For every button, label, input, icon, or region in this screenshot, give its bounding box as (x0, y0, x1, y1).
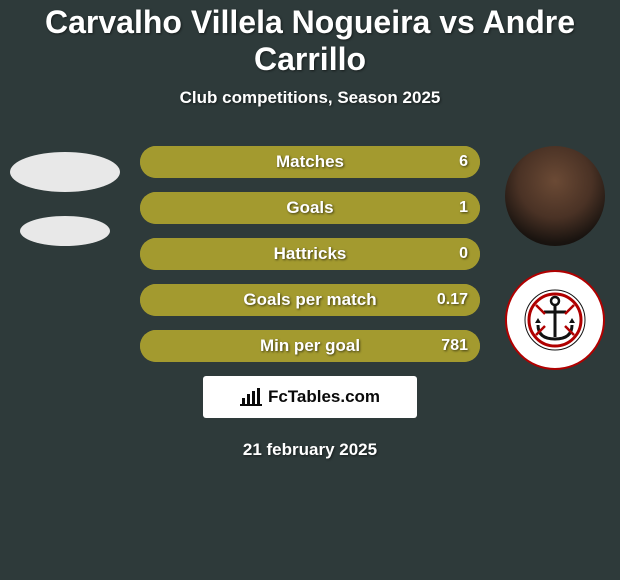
bar-label: Goals per match (243, 290, 376, 310)
left-player-avatar (10, 152, 120, 192)
chart-icon (240, 388, 262, 406)
watermark: FcTables.com (203, 376, 417, 418)
bar-value-right: 6 (459, 153, 468, 171)
stat-row: Goals 1 (140, 192, 480, 224)
page-title: Carvalho Villela Nogueira vs Andre Carri… (0, 0, 620, 78)
comparison-card: Carvalho Villela Nogueira vs Andre Carri… (0, 0, 620, 580)
date: 21 february 2025 (0, 440, 620, 460)
right-player-club-logo (505, 270, 605, 370)
stat-row: Goals per match 0.17 (140, 284, 480, 316)
anchor-icon (520, 285, 590, 355)
stats-area: Matches 6 Goals 1 Hattricks 0 Goals per match 0… (0, 146, 620, 362)
bar-label: Goals (286, 198, 333, 218)
stat-bars: Matches 6 Goals 1 Hattricks 0 Goals per match 0… (140, 146, 480, 362)
right-player-column (490, 146, 620, 394)
bar-value-right: 0.17 (437, 291, 468, 309)
bar-value-right: 0 (459, 245, 468, 263)
bar-label: Min per goal (260, 336, 360, 356)
stat-row: Matches 6 (140, 146, 480, 178)
stat-row: Min per goal 781 (140, 330, 480, 362)
right-player-avatar (505, 146, 605, 246)
left-player-club-logo (20, 216, 110, 246)
bar-value-right: 1 (459, 199, 468, 217)
subtitle: Club competitions, Season 2025 (0, 88, 620, 108)
left-player-column (0, 146, 130, 270)
stat-row: Hattricks 0 (140, 238, 480, 270)
bar-label: Hattricks (274, 244, 347, 264)
bar-value-right: 781 (441, 337, 468, 355)
bar-label: Matches (276, 152, 344, 172)
watermark-text: FcTables.com (268, 387, 380, 407)
